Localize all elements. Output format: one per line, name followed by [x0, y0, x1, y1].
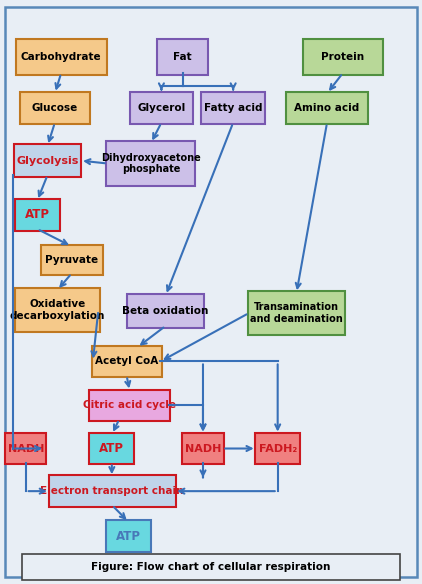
FancyBboxPatch shape [248, 291, 345, 335]
FancyBboxPatch shape [20, 92, 90, 124]
Text: Beta oxidation: Beta oxidation [122, 305, 209, 316]
Text: Oxidative
decarboxylation: Oxidative decarboxylation [9, 300, 105, 321]
Text: Fat: Fat [173, 52, 192, 62]
Text: NADH: NADH [185, 443, 221, 454]
Text: Glucose: Glucose [32, 103, 78, 113]
FancyBboxPatch shape [89, 433, 134, 464]
Text: Figure: Flow chart of cellular respiration: Figure: Flow chart of cellular respirati… [91, 562, 331, 572]
Text: FADH₂: FADH₂ [259, 443, 297, 454]
Text: ATP: ATP [116, 530, 141, 543]
FancyBboxPatch shape [5, 7, 417, 577]
Text: NADH: NADH [8, 443, 44, 454]
FancyBboxPatch shape [49, 475, 176, 507]
Text: Glycerol: Glycerol [137, 103, 186, 113]
FancyBboxPatch shape [255, 433, 300, 464]
Text: Carbohydrate: Carbohydrate [21, 52, 102, 62]
FancyBboxPatch shape [14, 144, 81, 177]
Text: Acetyl CoA: Acetyl CoA [95, 356, 158, 367]
FancyBboxPatch shape [89, 390, 170, 421]
Text: Transamination
and deamination: Transamination and deamination [250, 303, 343, 324]
FancyBboxPatch shape [106, 141, 195, 186]
FancyBboxPatch shape [201, 92, 265, 124]
FancyBboxPatch shape [92, 346, 162, 377]
FancyBboxPatch shape [130, 92, 193, 124]
FancyBboxPatch shape [5, 433, 46, 464]
Text: Glycolysis: Glycolysis [16, 155, 78, 166]
FancyBboxPatch shape [182, 433, 224, 464]
Text: Citric acid cycle: Citric acid cycle [83, 400, 176, 411]
FancyBboxPatch shape [22, 554, 400, 580]
Text: Pyruvate: Pyruvate [45, 255, 98, 265]
FancyBboxPatch shape [16, 39, 107, 75]
FancyBboxPatch shape [41, 245, 103, 275]
FancyBboxPatch shape [15, 288, 100, 332]
FancyBboxPatch shape [106, 520, 151, 552]
Text: Electron transport chain: Electron transport chain [40, 486, 184, 496]
Text: Fatty acid: Fatty acid [204, 103, 262, 113]
Text: ATP: ATP [99, 442, 124, 455]
FancyBboxPatch shape [303, 39, 383, 75]
Text: ATP: ATP [24, 208, 50, 221]
Text: Protein: Protein [321, 52, 365, 62]
FancyBboxPatch shape [157, 39, 208, 75]
FancyBboxPatch shape [15, 199, 60, 231]
FancyBboxPatch shape [286, 92, 368, 124]
Text: Dihydroxyacetone
phosphate: Dihydroxyacetone phosphate [101, 153, 201, 174]
Text: Amino acid: Amino acid [295, 103, 360, 113]
FancyBboxPatch shape [127, 294, 204, 328]
